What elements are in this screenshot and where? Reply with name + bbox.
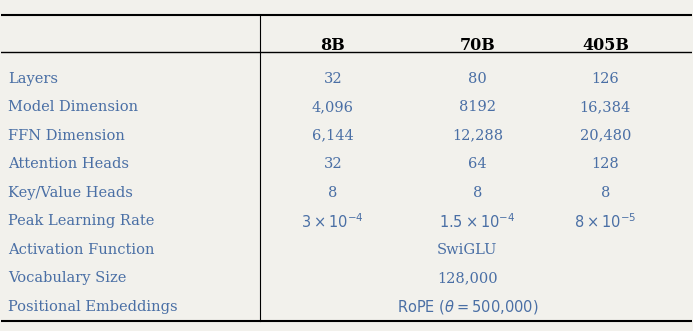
Text: Model Dimension: Model Dimension [8, 100, 139, 114]
Text: 16,384: 16,384 [580, 100, 631, 114]
Text: FFN Dimension: FFN Dimension [8, 129, 125, 143]
Text: Layers: Layers [8, 71, 58, 85]
Text: 8: 8 [473, 186, 482, 200]
Text: Key/Value Heads: Key/Value Heads [8, 186, 133, 200]
Text: Attention Heads: Attention Heads [8, 157, 130, 171]
Text: SwiGLU: SwiGLU [437, 243, 498, 257]
Text: 8: 8 [328, 186, 337, 200]
Text: 405B: 405B [582, 37, 629, 54]
Text: 20,480: 20,480 [579, 129, 631, 143]
Text: 8192: 8192 [459, 100, 496, 114]
Text: Activation Function: Activation Function [8, 243, 155, 257]
Text: Positional Embeddings: Positional Embeddings [8, 300, 178, 314]
Text: $8 \times 10^{-5}$: $8 \times 10^{-5}$ [574, 212, 636, 231]
Text: 128: 128 [591, 157, 620, 171]
Text: 8: 8 [601, 186, 610, 200]
Text: 128,000: 128,000 [437, 271, 498, 285]
Text: 32: 32 [324, 71, 342, 85]
Text: 32: 32 [324, 157, 342, 171]
Text: 80: 80 [468, 71, 487, 85]
Text: 4,096: 4,096 [312, 100, 353, 114]
Text: 8B: 8B [320, 37, 345, 54]
Text: 64: 64 [468, 157, 487, 171]
Text: $\mathrm{RoPE}\ (\theta = 500{,}000)$: $\mathrm{RoPE}\ (\theta = 500{,}000)$ [396, 298, 538, 316]
Text: Vocabulary Size: Vocabulary Size [8, 271, 127, 285]
Text: $3 \times 10^{-4}$: $3 \times 10^{-4}$ [301, 212, 364, 231]
Text: Peak Learning Rate: Peak Learning Rate [8, 214, 155, 228]
Text: 12,288: 12,288 [452, 129, 503, 143]
Text: $1.5 \times 10^{-4}$: $1.5 \times 10^{-4}$ [439, 212, 516, 231]
Text: 126: 126 [591, 71, 620, 85]
Text: 6,144: 6,144 [312, 129, 353, 143]
Text: 70B: 70B [459, 37, 495, 54]
